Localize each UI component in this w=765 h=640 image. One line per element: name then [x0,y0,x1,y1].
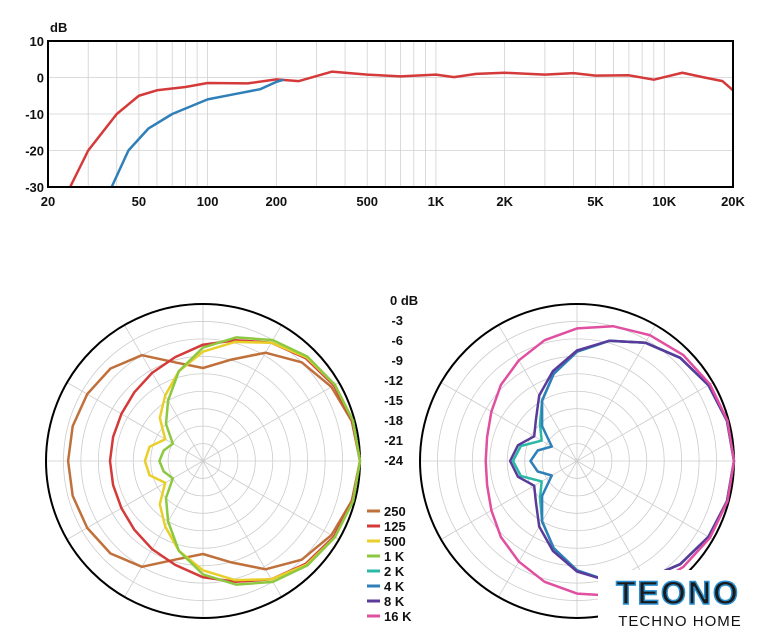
polar-spoke [440,382,578,462]
polar-spoke [66,460,204,540]
x-tick-label: 1K [428,194,445,209]
polar-curve-250 [66,351,362,571]
polar-spoke [124,460,204,598]
polar-spoke [202,382,340,462]
polar-curve-500 [143,340,362,582]
x-tick-label: 100 [197,194,219,209]
polar-spoke [202,324,282,462]
polar-spoke [576,382,714,462]
x-tick-label: 500 [356,194,378,209]
polar-spoke [124,324,204,462]
x-tick-label: 10K [652,194,676,209]
legend-label: 500 [384,534,406,549]
logo-name: TEONO [616,575,740,611]
x-tick-label: 20 [41,194,55,209]
legend-label: 2 K [384,564,405,579]
polar-spoke [440,460,578,540]
polar-spoke [202,460,340,540]
polar-chart-left [45,303,362,619]
polar-scale-label: -6 [391,333,403,348]
polar-curve-1K [158,336,362,586]
y-tick-label: -30 [25,180,44,195]
polar-scale-label: -3 [391,313,403,328]
logo-tagline: TECHNO HOME [618,613,742,630]
polar-spoke [576,460,714,540]
polar-spoke [66,382,204,462]
y-tick-label: 0 [37,71,44,86]
plot-frame [47,40,734,188]
x-tick-label: 2K [496,194,513,209]
polar-scale-label: -12 [384,373,403,388]
y-tick-label: -10 [25,107,44,122]
legend-label: 125 [384,519,406,534]
x-tick-label: 200 [265,194,287,209]
polar-scale-label: -21 [384,433,403,448]
polar-spoke [498,460,578,598]
series-blue [110,78,284,188]
x-tick-label: 5K [587,194,604,209]
polar-scale-label: -24 [384,453,404,468]
legend-label: 250 [384,504,406,519]
polar-spoke [498,324,578,462]
polar-spoke [202,460,282,598]
polar-scale-label: -9 [391,353,403,368]
polar-scale-label: 0 dB [390,293,418,308]
legend-label: 1 K [384,549,405,564]
x-tick-label: 50 [132,194,146,209]
polar-scale-label: -18 [384,413,403,428]
series-red [69,70,734,188]
y-tick-label: -20 [25,144,44,159]
legend-label: 16 K [384,609,412,624]
polar-spoke [576,324,656,462]
y-axis-label: dB [50,20,67,35]
legend-label: 4 K [384,579,405,594]
logo: TEONO TECHNO HOME [598,570,758,636]
legend-label: 8 K [384,594,405,609]
x-tick-label: 20K [721,194,745,209]
polar-scale-label: -15 [384,393,403,408]
y-tick-label: 10 [30,34,44,49]
